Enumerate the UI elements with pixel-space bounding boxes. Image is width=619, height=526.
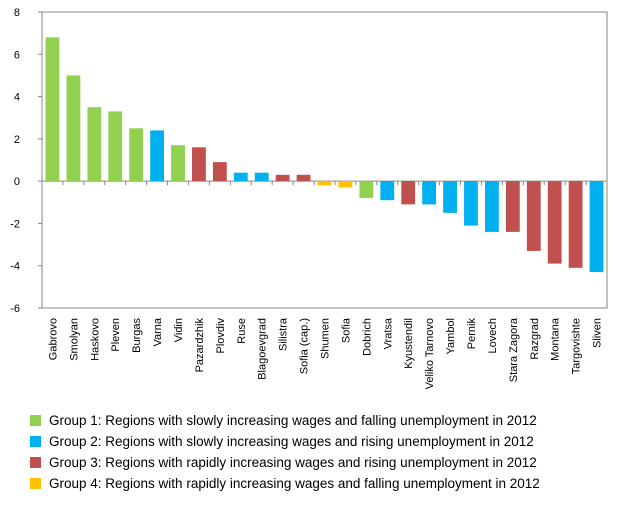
x-tick-label: Varna (152, 317, 164, 346)
y-tick-label: 0 (14, 176, 20, 188)
x-tick-label: Silistra (278, 317, 290, 351)
bar-razgrad (526, 181, 541, 251)
bar-sofia-cap- (296, 174, 311, 182)
bar-haskovo (87, 107, 102, 182)
bar-ruse (233, 172, 248, 182)
bar-plovdiv (212, 162, 227, 182)
y-tick-label: -2 (10, 218, 20, 230)
legend-swatch-group-1 (30, 415, 41, 426)
bar-yambol (443, 181, 457, 213)
bar-chart: -6 -4 -2 0 2 4 6 8 Gabrovo Smolyan Haskovo Pleven Bu… (10, 7, 608, 389)
legend-label-group-1: Group 1: Regions with slowly increasing … (49, 413, 537, 428)
bar-vidin (171, 145, 185, 182)
bar-sofia (338, 181, 353, 188)
legend: Group 1: Regions with slowly increasing … (30, 410, 540, 494)
legend-item-group-1: Group 1: Regions with slowly increasing … (30, 410, 540, 431)
legend-item-group-2: Group 2: Regions with slowly increasing … (30, 431, 540, 452)
legend-label-group-4: Group 4: Regions with rapidly increasing… (49, 476, 540, 491)
bar-gabrovo (45, 37, 60, 182)
x-tick-label: Sofia (340, 317, 352, 343)
x-tick-label: Vidin (173, 318, 185, 342)
y-tick-label: 4 (14, 92, 20, 104)
x-tick-label: Pleven (110, 318, 122, 352)
x-tick-label: Sliven (592, 318, 604, 348)
x-tick-label: Gabrovo (47, 318, 59, 360)
bar-veliko-tarnovo (422, 181, 437, 205)
x-tick-label: Razgrad (529, 318, 541, 360)
x-tick-label: Smolyan (68, 318, 80, 361)
bar-pernik (464, 181, 478, 226)
axes (38, 11, 608, 309)
bar-burgas (129, 128, 144, 182)
labels: -6 -4 -2 0 2 4 6 8 Gabrovo Smolyan Haskovo Pleven Bu… (10, 7, 603, 389)
legend-swatch-group-3 (30, 457, 41, 468)
x-tick-label: Plovdiv (215, 318, 227, 354)
x-tick-label: Sofia (cap.) (299, 318, 311, 374)
plot-area (41, 11, 608, 309)
y-tick-label: 2 (14, 134, 20, 146)
x-tick-label: Stara Zagora (508, 317, 520, 382)
bar-montana (547, 181, 562, 264)
x-tick-label: Burgas (131, 318, 143, 353)
legend-swatch-group-4 (30, 478, 41, 489)
bar-pleven (108, 111, 123, 182)
x-tick-label: Montana (550, 317, 562, 361)
x-tick-label: Pazardzhik (194, 318, 206, 373)
bars (45, 37, 604, 273)
x-tick-label: Veliko Tarnovo (424, 318, 436, 389)
x-tick-label: Targovishte (571, 318, 583, 374)
x-tick-label: Blagoevgrad (257, 318, 269, 380)
y-tick-label: 8 (14, 7, 20, 19)
x-tick-label: Pernik (466, 318, 478, 350)
bar-blagoevgrad (254, 172, 269, 182)
legend-swatch-group-2 (30, 436, 41, 447)
bar-pazardzhik (192, 147, 206, 182)
legend-item-group-3: Group 3: Regions with rapidly increasing… (30, 452, 540, 473)
y-tick-label: -4 (10, 261, 20, 273)
x-tick-label: Kyustendil (403, 318, 415, 369)
x-tick-label: Ruse (236, 318, 248, 344)
bar-varna (150, 130, 164, 182)
bar-lovech (485, 181, 499, 232)
x-tick-label: Yambol (445, 318, 457, 354)
legend-item-group-4: Group 4: Regions with rapidly increasing… (30, 473, 540, 494)
legend-label-group-3: Group 3: Regions with rapidly increasing… (49, 455, 537, 470)
bar-kyustendil (401, 181, 416, 205)
x-tick-label: Dobrich (361, 318, 373, 356)
y-tick-label: -6 (10, 303, 20, 315)
x-tick-label: Vratsa (382, 317, 394, 349)
bar-targovishte (568, 181, 583, 268)
bar-smolyan (66, 75, 81, 182)
bar-dobrich (359, 181, 374, 199)
legend-label-group-2: Group 2: Regions with slowly increasing … (49, 434, 534, 449)
x-tick-label: Shumen (320, 318, 332, 359)
x-tick-label: Haskovo (89, 318, 101, 361)
bar-vratsa (380, 181, 395, 201)
bar-stara-zagora (505, 181, 520, 232)
bar-sliven (589, 181, 604, 273)
y-tick-label: 6 (14, 49, 20, 61)
x-tick-label: Lovech (487, 318, 499, 353)
bar-silistra (275, 174, 290, 182)
bar-shumen (317, 181, 332, 186)
